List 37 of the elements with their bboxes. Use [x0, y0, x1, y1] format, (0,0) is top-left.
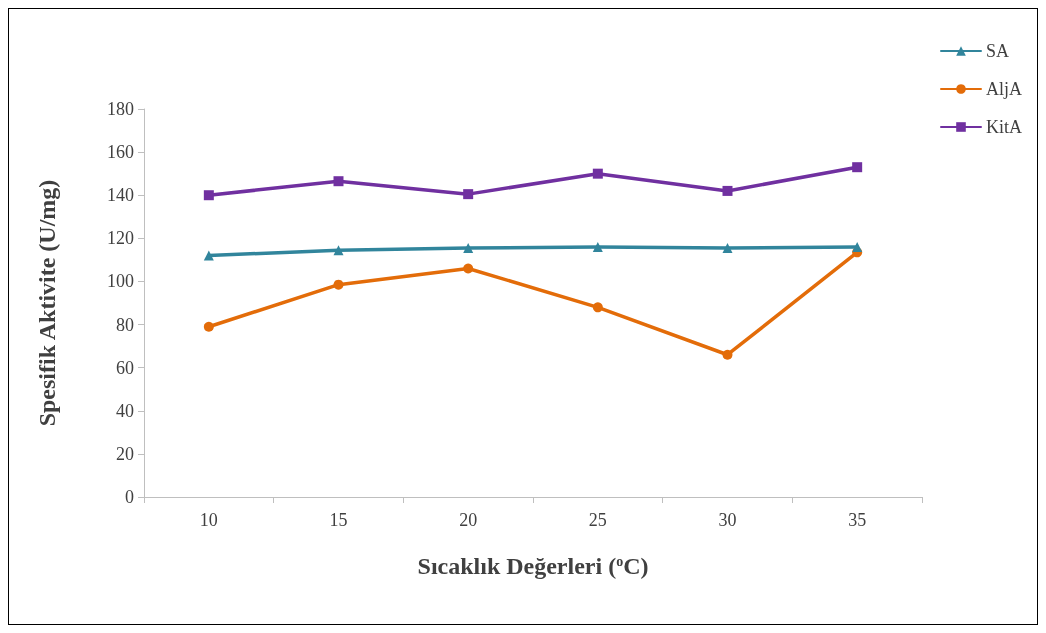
- y-tick-label: 180: [107, 99, 134, 119]
- point: [203, 321, 214, 332]
- point: [463, 189, 474, 200]
- point: [333, 245, 344, 256]
- point: [592, 302, 603, 313]
- y-tick-label: 80: [116, 314, 134, 335]
- point: [852, 241, 863, 252]
- x-tick-label: 35: [848, 510, 867, 530]
- y-tick-label: 100: [107, 271, 134, 292]
- x-tick-label: 30: [718, 510, 737, 530]
- y-tick-label: 40: [116, 400, 134, 421]
- x-tick-label: 10: [199, 510, 218, 530]
- point: [463, 263, 474, 274]
- point: [463, 243, 474, 254]
- point: [203, 250, 214, 261]
- point: [203, 190, 214, 201]
- y-tick-label: 0: [125, 487, 134, 507]
- y-tick-label: 140: [107, 185, 134, 206]
- y-tick-label: 120: [107, 228, 134, 249]
- legend-label: SA: [986, 41, 1010, 61]
- point: [333, 279, 344, 290]
- x-tick-label: 25: [588, 510, 607, 530]
- point: [722, 185, 733, 196]
- legend-label: KitA: [986, 117, 1022, 137]
- x-tick-label: 20: [459, 510, 478, 530]
- y-axis-title: Spesifik Aktivite (U/mg): [34, 179, 60, 427]
- point: [592, 241, 603, 252]
- y-tick-label: 20: [116, 443, 134, 464]
- point: [852, 162, 863, 173]
- x-tick-label: 15: [329, 510, 348, 530]
- y-tick-label: 160: [107, 142, 134, 163]
- point: [722, 349, 733, 360]
- point: [592, 168, 603, 179]
- y-tick-label: 60: [116, 357, 134, 378]
- point: [333, 176, 344, 187]
- point: [722, 243, 733, 254]
- legend-label: AljA: [986, 79, 1022, 99]
